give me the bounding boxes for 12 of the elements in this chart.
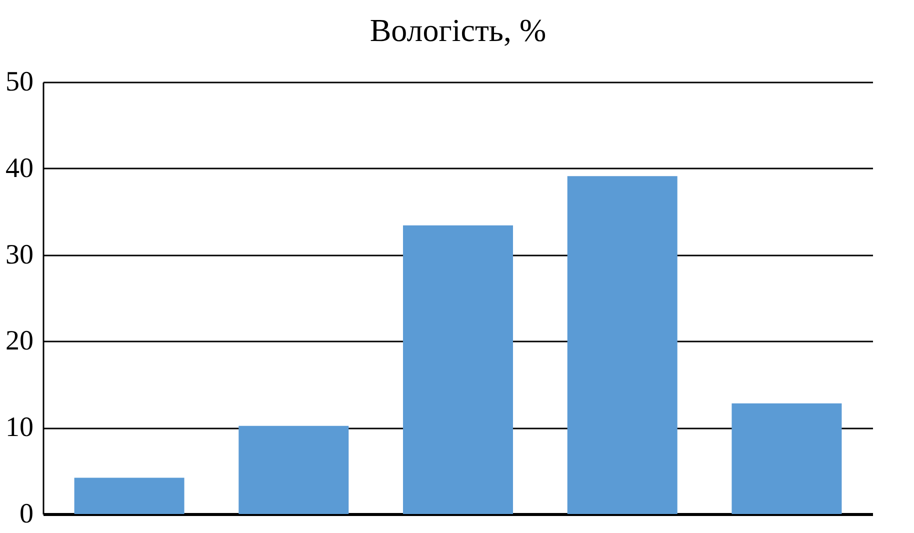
y-tick-label: 50 (6, 66, 34, 98)
y-tick-label: 40 (6, 152, 34, 184)
y-tick-label: 30 (6, 239, 34, 270)
bar (74, 478, 184, 514)
bar (403, 225, 513, 514)
y-tick-label: 0 (20, 498, 34, 530)
chart-title: Вологість, % (370, 12, 546, 48)
y-tick-label: 20 (6, 326, 34, 357)
y-tick-label: 10 (6, 412, 34, 444)
bar (732, 403, 842, 514)
bar (567, 176, 678, 514)
bar (238, 426, 349, 514)
